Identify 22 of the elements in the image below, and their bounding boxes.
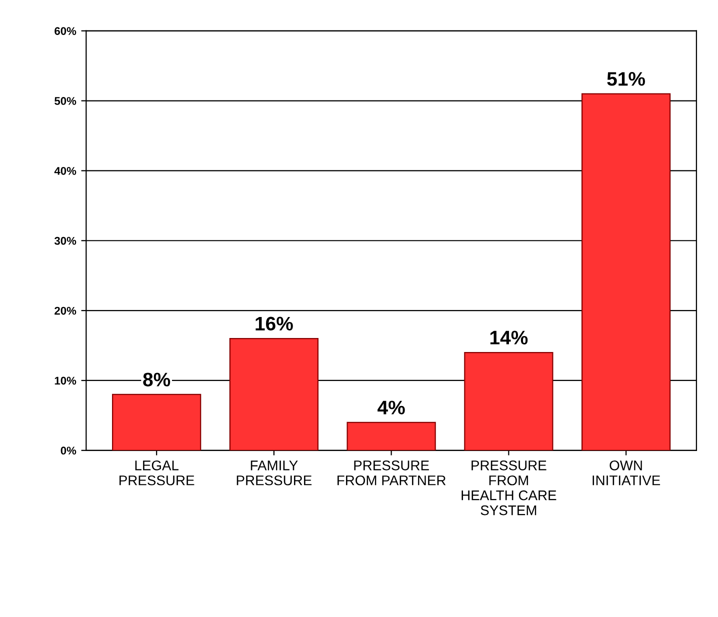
bar xyxy=(346,422,436,450)
data-label: 4% xyxy=(378,400,405,414)
x-tick-label: PRESSURE FROM PARTNER xyxy=(338,460,446,486)
data-label: 14% xyxy=(490,330,528,344)
bar xyxy=(112,394,202,450)
y-tick-label: 0% xyxy=(60,446,76,455)
bar xyxy=(581,93,671,450)
y-tick-label: 40% xyxy=(54,166,76,175)
x-tick-label: PRESSURE FROM HEALTH CARE SYSTEM xyxy=(462,460,556,516)
y-tick-label: 50% xyxy=(54,97,76,105)
data-label: 16% xyxy=(256,316,293,331)
data-label: 51% xyxy=(607,72,645,86)
y-tick-label: 10% xyxy=(54,376,76,385)
data-label: 8% xyxy=(143,372,170,386)
bar xyxy=(464,352,554,450)
y-tick-label: 20% xyxy=(54,306,76,315)
x-tick-label: FAMILY PRESSURE xyxy=(236,460,312,486)
x-tick-label: OWN INITIATIVE xyxy=(592,460,660,486)
bar xyxy=(229,338,319,450)
x-tick-label: LEGAL PRESSURE xyxy=(120,460,194,486)
y-tick-label: 30% xyxy=(54,236,76,245)
y-tick-label: 60% xyxy=(54,27,76,35)
